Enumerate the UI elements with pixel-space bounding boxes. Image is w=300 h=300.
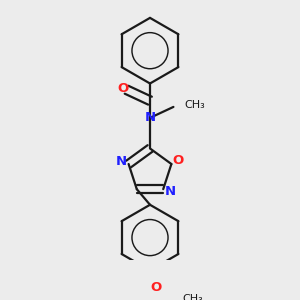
Text: CH₃: CH₃ (182, 293, 203, 300)
Text: N: N (116, 155, 127, 168)
Text: O: O (150, 281, 161, 294)
Text: N: N (145, 111, 156, 124)
Text: CH₃: CH₃ (184, 100, 205, 110)
Text: O: O (172, 154, 184, 167)
Text: N: N (164, 185, 176, 198)
Text: O: O (117, 82, 128, 95)
